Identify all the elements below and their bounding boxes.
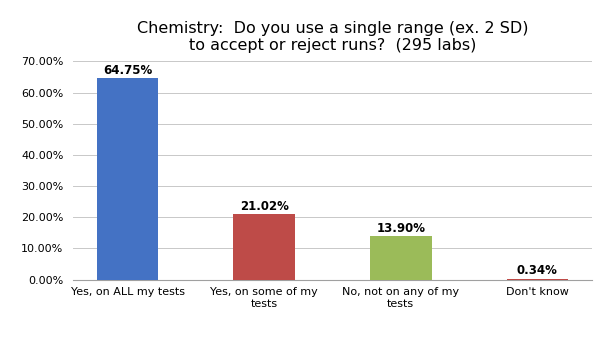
Bar [234, 214, 295, 280]
Text: 21.02%: 21.02% [240, 200, 289, 213]
Text: 13.90%: 13.90% [376, 222, 425, 235]
Bar [370, 236, 431, 280]
Bar [507, 279, 568, 280]
Title: Chemistry:  Do you use a single range (ex. 2 SD)
to accept or reject runs?  (295: Chemistry: Do you use a single range (ex… [137, 21, 528, 53]
Text: 64.75%: 64.75% [103, 63, 152, 76]
Text: 0.34%: 0.34% [517, 264, 558, 277]
Bar [97, 78, 158, 280]
